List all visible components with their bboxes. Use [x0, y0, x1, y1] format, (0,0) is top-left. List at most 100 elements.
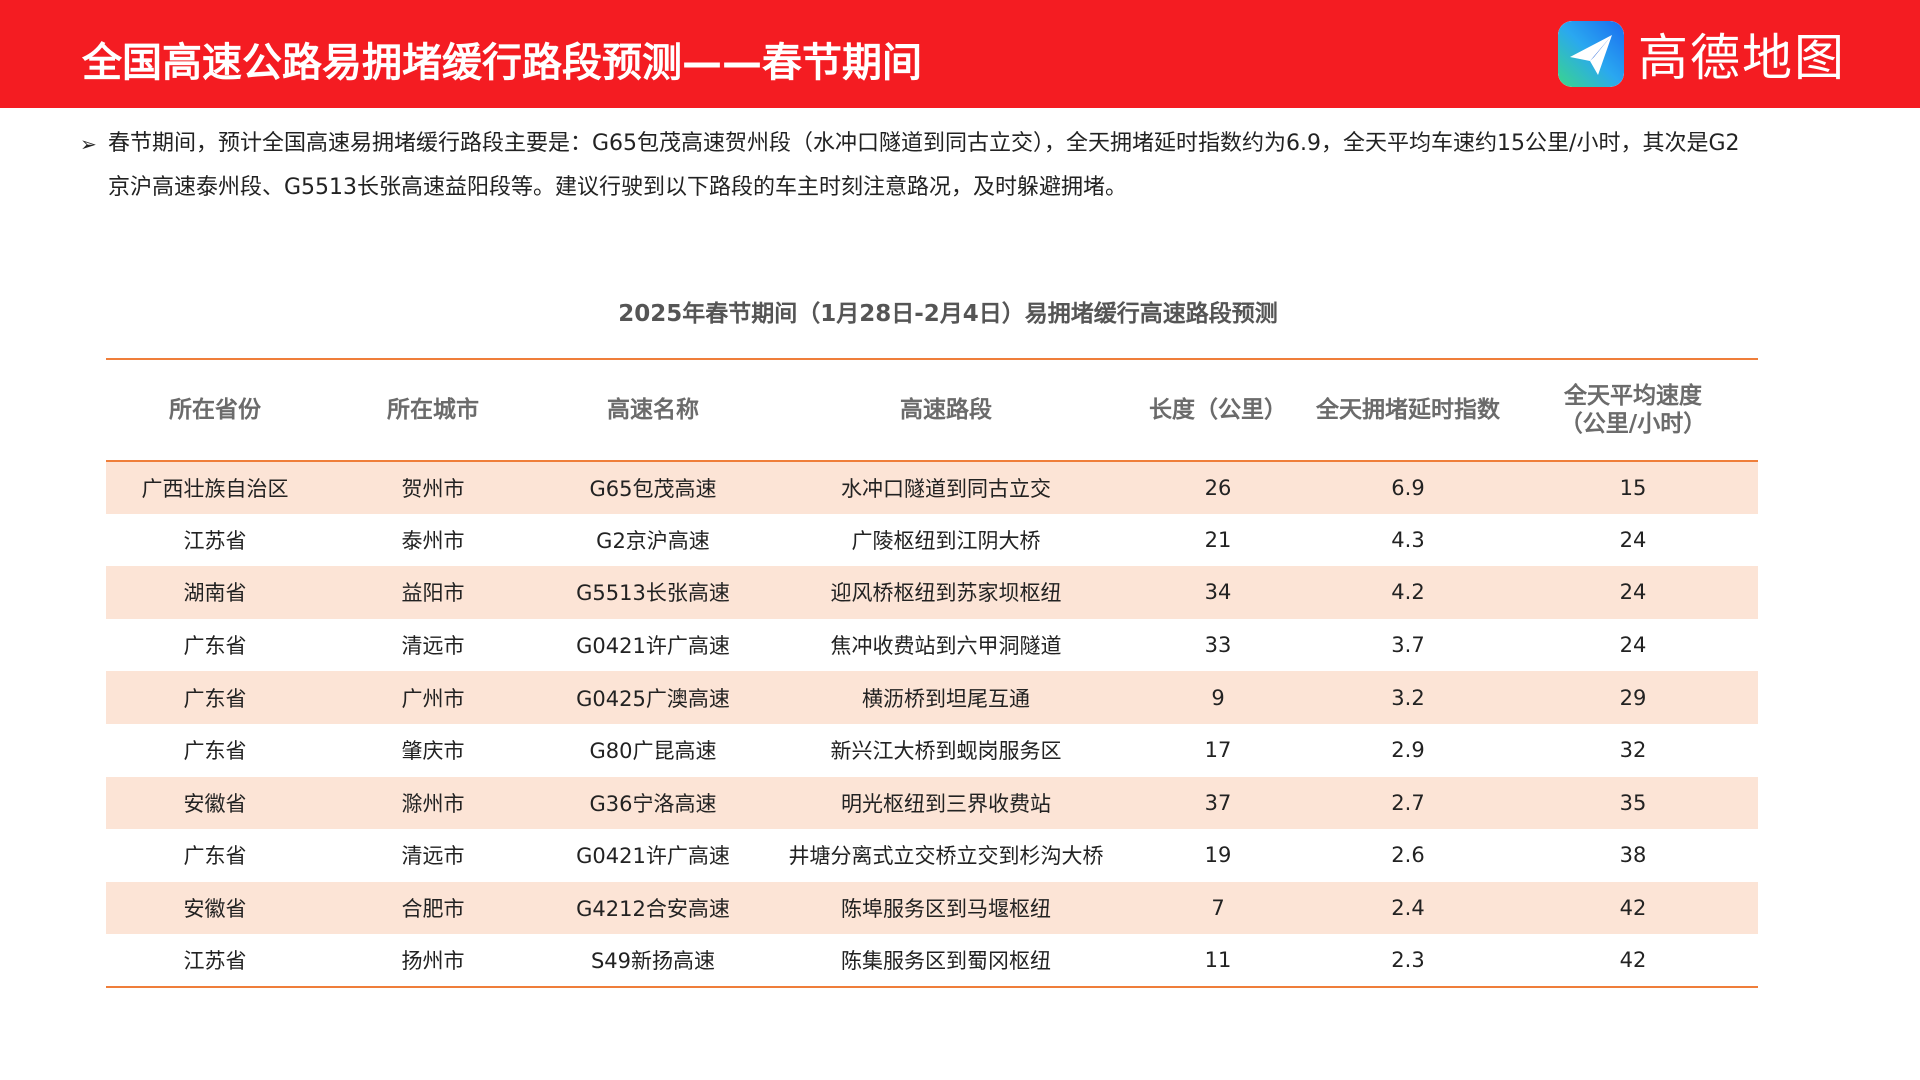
cell-highway-name: G4212合安高速 [576, 897, 730, 922]
cell-avg-speed: 24 [1619, 633, 1647, 658]
cell-delay-index: 4.2 [1391, 580, 1425, 605]
cell-city: 广州市 [401, 686, 465, 711]
cell-length: 19 [1204, 843, 1232, 868]
table-row: 广西壮族自治区 贺州市 G65包茂高速 水冲口隧道到同古立交 26 6.9 15 [106, 461, 1758, 514]
cell-highway-name: G2京沪高速 [596, 528, 710, 553]
cell-delay-index: 2.9 [1391, 738, 1425, 763]
header-highway-section: 高速路段 [900, 397, 992, 423]
cell-city: 扬州市 [401, 949, 465, 974]
header-avg-speed: 全天平均速度 （公里/小时） [1559, 383, 1707, 437]
cell-length: 17 [1204, 738, 1232, 763]
table-row: 广东省 肇庆市 G80广昆高速 新兴江大桥到蚬岗服务区 17 2.9 32 [106, 724, 1758, 777]
header-length: 长度（公里） [1149, 397, 1287, 423]
cell-highway-section: 新兴江大桥到蚬岗服务区 [830, 739, 1062, 764]
cell-highway-section: 陈集服务区到蜀冈枢纽 [841, 949, 1051, 974]
cell-highway-section: 明光枢纽到三界收费站 [841, 791, 1051, 816]
cell-province: 广东省 [183, 634, 247, 659]
table-row: 湖南省 益阳市 G5513长张高速 迎风桥枢纽到苏家坝枢纽 34 4.2 24 [106, 566, 1758, 619]
summary-paragraph: ➢ 春节期间，预计全国高速易拥堵缓行路段主要是：G65包茂高速贺州段（水冲口隧道… [80, 122, 1760, 210]
cell-highway-section: 焦冲收费站到六甲洞隧道 [830, 634, 1062, 659]
cell-avg-speed: 35 [1619, 790, 1647, 815]
page-title: 全国高速公路易拥堵缓行路段预测——春节期间 [82, 40, 922, 86]
amap-paper-plane-icon [1558, 21, 1624, 87]
cell-city: 清远市 [401, 844, 465, 869]
cell-province: 广东省 [183, 686, 247, 711]
header-delay-index: 全天拥堵延时指数 [1316, 397, 1500, 423]
cell-city: 清远市 [401, 634, 465, 659]
table-row: 广东省 清远市 G0421许广高速 焦冲收费站到六甲洞隧道 33 3.7 24 [106, 619, 1758, 672]
brand: 高德地图 [1558, 20, 1846, 88]
cell-highway-section: 广陵枢纽到江阴大桥 [851, 528, 1041, 553]
cell-city: 益阳市 [401, 581, 465, 606]
cell-length: 21 [1204, 527, 1232, 552]
cell-avg-speed: 24 [1619, 580, 1647, 605]
cell-city: 贺州市 [401, 476, 465, 501]
header-province: 所在省份 [169, 397, 261, 423]
cell-delay-index: 2.6 [1391, 843, 1425, 868]
congestion-table: 所在省份 所在城市 高速名称 高速路段 长度（公里） 全天拥堵延时指数 全天平均… [106, 358, 1758, 988]
header-city: 所在城市 [387, 397, 479, 423]
summary-text: 春节期间，预计全国高速易拥堵缓行路段主要是：G65包茂高速贺州段（水冲口隧道到同… [108, 131, 1740, 200]
cell-province: 广东省 [183, 739, 247, 764]
brand-name: 高德地图 [1638, 29, 1846, 87]
cell-highway-name: G5513长张高速 [576, 581, 730, 606]
cell-delay-index: 2.7 [1391, 790, 1425, 815]
cell-avg-speed: 15 [1619, 475, 1647, 500]
table-title: 2025年春节期间（1月28日-2月4日）易拥堵缓行高速路段预测 [618, 301, 1278, 327]
table-row: 江苏省 泰州市 G2京沪高速 广陵枢纽到江阴大桥 21 4.3 24 [106, 514, 1758, 567]
table-row: 广东省 清远市 G0421许广高速 井塘分离式立交桥立交到杉沟大桥 19 2.6 38 [106, 829, 1758, 882]
cell-highway-name: G0421许广高速 [576, 634, 730, 659]
table-container: 所在省份 所在城市 高速名称 高速路段 长度（公里） 全天拥堵延时指数 全天平均… [106, 358, 1758, 988]
cell-province: 广西壮族自治区 [141, 476, 289, 501]
table-row: 广东省 广州市 G0425广澳高速 横沥桥到坦尾互通 9 3.2 29 [106, 671, 1758, 724]
cell-delay-index: 3.2 [1391, 685, 1425, 710]
cell-length: 7 [1211, 896, 1225, 921]
cell-length: 9 [1211, 685, 1225, 710]
cell-delay-index: 2.3 [1391, 948, 1425, 973]
cell-city: 肇庆市 [401, 739, 465, 764]
table-row: 江苏省 扬州市 S49新扬高速 陈集服务区到蜀冈枢纽 11 2.3 42 [106, 934, 1758, 987]
cell-highway-name: G80广昆高速 [589, 739, 717, 764]
cell-highway-name: G65包茂高速 [589, 476, 717, 501]
cell-city: 滁州市 [401, 791, 465, 816]
cell-highway-name: S49新扬高速 [590, 949, 716, 974]
cell-highway-name: G0425广澳高速 [576, 686, 730, 711]
cell-province: 湖南省 [183, 581, 247, 606]
cell-province: 安徽省 [183, 897, 247, 922]
cell-avg-speed: 42 [1619, 896, 1647, 921]
table-row: 安徽省 合肥市 G4212合安高速 陈埠服务区到马堰枢纽 7 2.4 42 [106, 881, 1758, 935]
cell-length: 11 [1204, 948, 1232, 973]
header-bar: 全国高速公路易拥堵缓行路段预测——春节期间 高德地图 [0, 0, 1920, 108]
cell-province: 安徽省 [183, 791, 247, 816]
table-row: 安徽省 滁州市 G36宁洛高速 明光枢纽到三界收费站 37 2.7 35 [106, 776, 1758, 830]
cell-highway-section: 陈埠服务区到马堰枢纽 [841, 897, 1051, 922]
cell-province: 广东省 [183, 844, 247, 869]
cell-highway-section: 迎风桥枢纽到苏家坝枢纽 [830, 581, 1062, 606]
cell-highway-section: 水冲口隧道到同古立交 [841, 476, 1051, 501]
cell-city: 泰州市 [401, 528, 465, 553]
cell-avg-speed: 24 [1619, 527, 1647, 552]
table-header-row: 所在省份 所在城市 高速名称 高速路段 长度（公里） 全天拥堵延时指数 全天平均… [106, 359, 1758, 461]
cell-length: 33 [1204, 633, 1232, 658]
cell-length: 26 [1204, 475, 1232, 500]
cell-delay-index: 4.3 [1391, 527, 1425, 552]
bullet-arrow-icon: ➢ [80, 132, 97, 156]
cell-highway-name: G0421许广高速 [576, 844, 730, 869]
cell-avg-speed: 38 [1619, 843, 1647, 868]
cell-length: 34 [1204, 580, 1232, 605]
cell-avg-speed: 29 [1619, 685, 1647, 710]
cell-avg-speed: 32 [1619, 738, 1647, 763]
cell-avg-speed: 42 [1619, 948, 1647, 973]
cell-city: 合肥市 [401, 897, 465, 922]
cell-highway-name: G36宁洛高速 [589, 791, 717, 816]
cell-province: 江苏省 [183, 949, 247, 974]
cell-highway-section: 井塘分离式立交桥立交到杉沟大桥 [788, 844, 1104, 869]
cell-highway-section: 横沥桥到坦尾互通 [862, 686, 1030, 711]
cell-delay-index: 2.4 [1391, 896, 1425, 921]
cell-delay-index: 3.7 [1391, 633, 1425, 658]
header-highway-name: 高速名称 [607, 397, 699, 423]
cell-province: 江苏省 [183, 528, 247, 553]
cell-delay-index: 6.9 [1391, 475, 1425, 500]
cell-length: 37 [1204, 790, 1232, 815]
